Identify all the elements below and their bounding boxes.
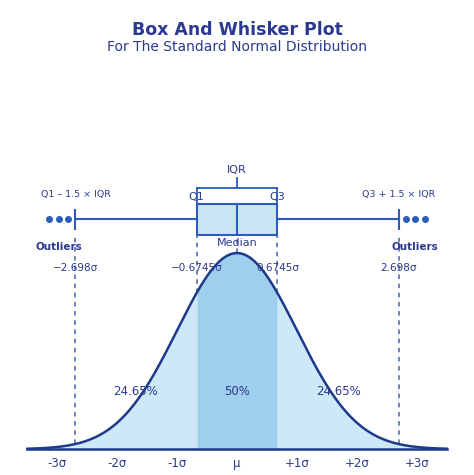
Text: -2σ: -2σ: [108, 457, 127, 470]
Text: IQR: IQR: [227, 165, 247, 175]
Text: 24.65%: 24.65%: [317, 386, 361, 399]
Text: 24.65%: 24.65%: [113, 386, 157, 399]
Text: +1σ: +1σ: [284, 457, 309, 470]
Text: -3σ: -3σ: [48, 457, 67, 470]
Text: Outliers: Outliers: [36, 242, 82, 252]
Text: 2.698σ: 2.698σ: [380, 263, 417, 273]
Text: +2σ: +2σ: [345, 457, 369, 470]
Text: Outliers: Outliers: [392, 242, 438, 252]
Text: −2.698σ: −2.698σ: [53, 263, 98, 273]
Text: +3σ: +3σ: [404, 457, 429, 470]
Text: 50%: 50%: [224, 386, 250, 399]
Text: Q3 + 1.5 × IQR: Q3 + 1.5 × IQR: [362, 190, 435, 199]
Text: −0.6745σ: −0.6745σ: [171, 263, 222, 273]
Bar: [197, 204, 277, 235]
Text: For The Standard Normal Distribution: For The Standard Normal Distribution: [107, 40, 367, 54]
Text: Q3: Q3: [270, 192, 285, 202]
Text: Median: Median: [217, 238, 257, 248]
Text: -1σ: -1σ: [167, 457, 187, 470]
Text: Q1: Q1: [189, 192, 204, 202]
Text: Q1 – 1.5 × IQR: Q1 – 1.5 × IQR: [40, 190, 110, 199]
Text: Box And Whisker Plot: Box And Whisker Plot: [132, 21, 342, 39]
Text: 0.6745σ: 0.6745σ: [256, 263, 299, 273]
Text: μ: μ: [233, 457, 241, 470]
